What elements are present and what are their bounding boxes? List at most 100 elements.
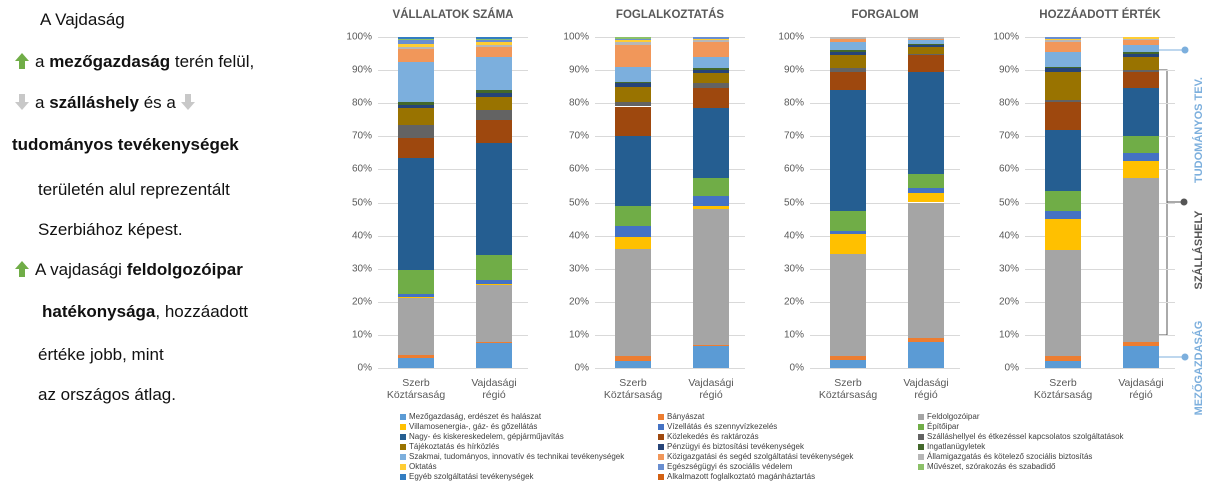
bar-segment — [398, 157, 434, 271]
grid-line — [1025, 368, 1175, 369]
text-line: az országos átlag. — [38, 385, 176, 405]
grid-line — [1025, 202, 1175, 204]
bar-segment — [615, 361, 651, 368]
y-tick-label: 30% — [351, 263, 372, 275]
bar-segment — [693, 88, 729, 109]
bar-segment — [615, 41, 651, 46]
grid-line — [595, 334, 745, 336]
bar-segment — [1045, 38, 1081, 41]
bar-segment — [1045, 68, 1081, 72]
bar-segment — [1045, 40, 1081, 42]
text-line: területén alul reprezentált — [38, 180, 230, 200]
y-tick-label: 50% — [998, 197, 1019, 208]
bar-segment — [398, 358, 434, 368]
legend-label: Művészet, szórakozás és szabadidő — [927, 462, 1056, 471]
chart-title: HOZZÁADOTT ÉRTÉK — [1039, 9, 1161, 21]
legend-label: Vízellátás és szennyvízkezelés — [667, 422, 778, 431]
legend-label: Oktatás — [409, 462, 437, 471]
text-line: értéke jobb, mint — [38, 345, 164, 365]
bar-segment — [693, 41, 729, 57]
bar-segment — [1123, 53, 1159, 57]
grid-line — [378, 235, 528, 237]
grid-line — [1025, 103, 1175, 105]
grid-line — [1025, 268, 1175, 270]
legend-label: Közlekedés és raktározás — [667, 432, 759, 441]
bar-segment — [476, 40, 512, 42]
bar-segment — [908, 202, 944, 339]
bar-segment — [476, 41, 512, 46]
bar-segment — [398, 101, 434, 105]
bar-segment — [398, 46, 434, 49]
bar-segment — [476, 96, 512, 110]
y-tick-label: 90% — [998, 64, 1019, 76]
grid-line — [378, 268, 528, 270]
legend-swatch — [658, 443, 664, 450]
grid-line — [595, 235, 745, 237]
bar-segment — [476, 37, 512, 39]
grid-line — [378, 70, 528, 72]
text: értéke jobb, mint — [38, 345, 164, 364]
legend-swatch — [400, 433, 406, 440]
y-tick-label: 100% — [993, 31, 1019, 43]
bar-segment — [1123, 346, 1159, 368]
bar-segment — [908, 40, 944, 44]
x-tick-label: Szerb Köztársaság — [1033, 377, 1093, 401]
text: Szerbiához képest. — [38, 220, 183, 239]
bar-segment — [1123, 341, 1159, 347]
legend-swatch — [400, 463, 406, 470]
bar-segment — [476, 142, 512, 256]
y-tick-label: 10% — [351, 329, 372, 341]
bar-segment — [908, 341, 944, 368]
y-tick-label: 40% — [351, 230, 372, 242]
bar-segment — [398, 37, 434, 39]
bar-segment — [615, 38, 651, 41]
y-tick-label: 30% — [998, 263, 1019, 275]
legend-label: Államigazgatás és kötelező szociális biz… — [927, 452, 1093, 461]
bar-segment — [1045, 129, 1081, 191]
bar-segment — [1123, 70, 1159, 72]
bar-segment — [908, 174, 944, 188]
y-tick-label: 50% — [783, 197, 804, 208]
grid-line — [810, 202, 960, 204]
bar-segment — [615, 37, 651, 39]
grid-line — [595, 70, 745, 72]
x-tick-label: Vajdasági régió — [471, 377, 517, 401]
y-tick-label: 40% — [998, 230, 1019, 242]
bar-segment — [615, 45, 651, 67]
bar-segment — [615, 248, 651, 357]
legend-swatch — [658, 453, 664, 460]
y-tick-label: 10% — [998, 329, 1019, 341]
legend-label: Alkalmazott foglalkoztató magánháztartás — [667, 472, 816, 481]
y-tick-label: 90% — [783, 64, 804, 76]
bar-segment — [1045, 219, 1081, 251]
bar-segment — [398, 61, 434, 102]
bar-segment — [615, 356, 651, 362]
up-arrow — [15, 261, 29, 277]
text: terén felül, — [170, 52, 255, 71]
grid-line — [810, 368, 960, 369]
grid-line — [810, 37, 960, 38]
y-tick-label: 20% — [783, 296, 804, 308]
legend-swatch — [918, 433, 924, 440]
x-tick-label: Szerb Köztársaság — [818, 377, 878, 401]
bar-segment — [1045, 66, 1081, 69]
bar-segment — [1123, 136, 1159, 153]
text: hatékonysága — [42, 302, 156, 321]
grid-line — [810, 103, 960, 105]
grid-line — [378, 37, 528, 38]
bar-segment — [1123, 152, 1159, 162]
legend-label: Villamosenergia-, gáz- és gőzellátás — [409, 422, 538, 431]
bar-segment — [693, 40, 729, 42]
bar-segment — [615, 237, 651, 249]
y-tick-label: 70% — [568, 130, 589, 142]
bar-segment — [1123, 177, 1159, 342]
bar-segment — [398, 48, 434, 62]
legend-label: Egészségügyi és szociális védelem — [667, 462, 793, 471]
bar-segment — [1045, 361, 1081, 368]
grid-line — [1025, 334, 1175, 336]
bar-segment — [830, 38, 866, 42]
y-tick-label: 90% — [568, 64, 589, 76]
bar-segment — [615, 136, 651, 206]
y-tick-label: 100% — [563, 31, 589, 43]
legend-label: Építőipar — [927, 422, 960, 431]
